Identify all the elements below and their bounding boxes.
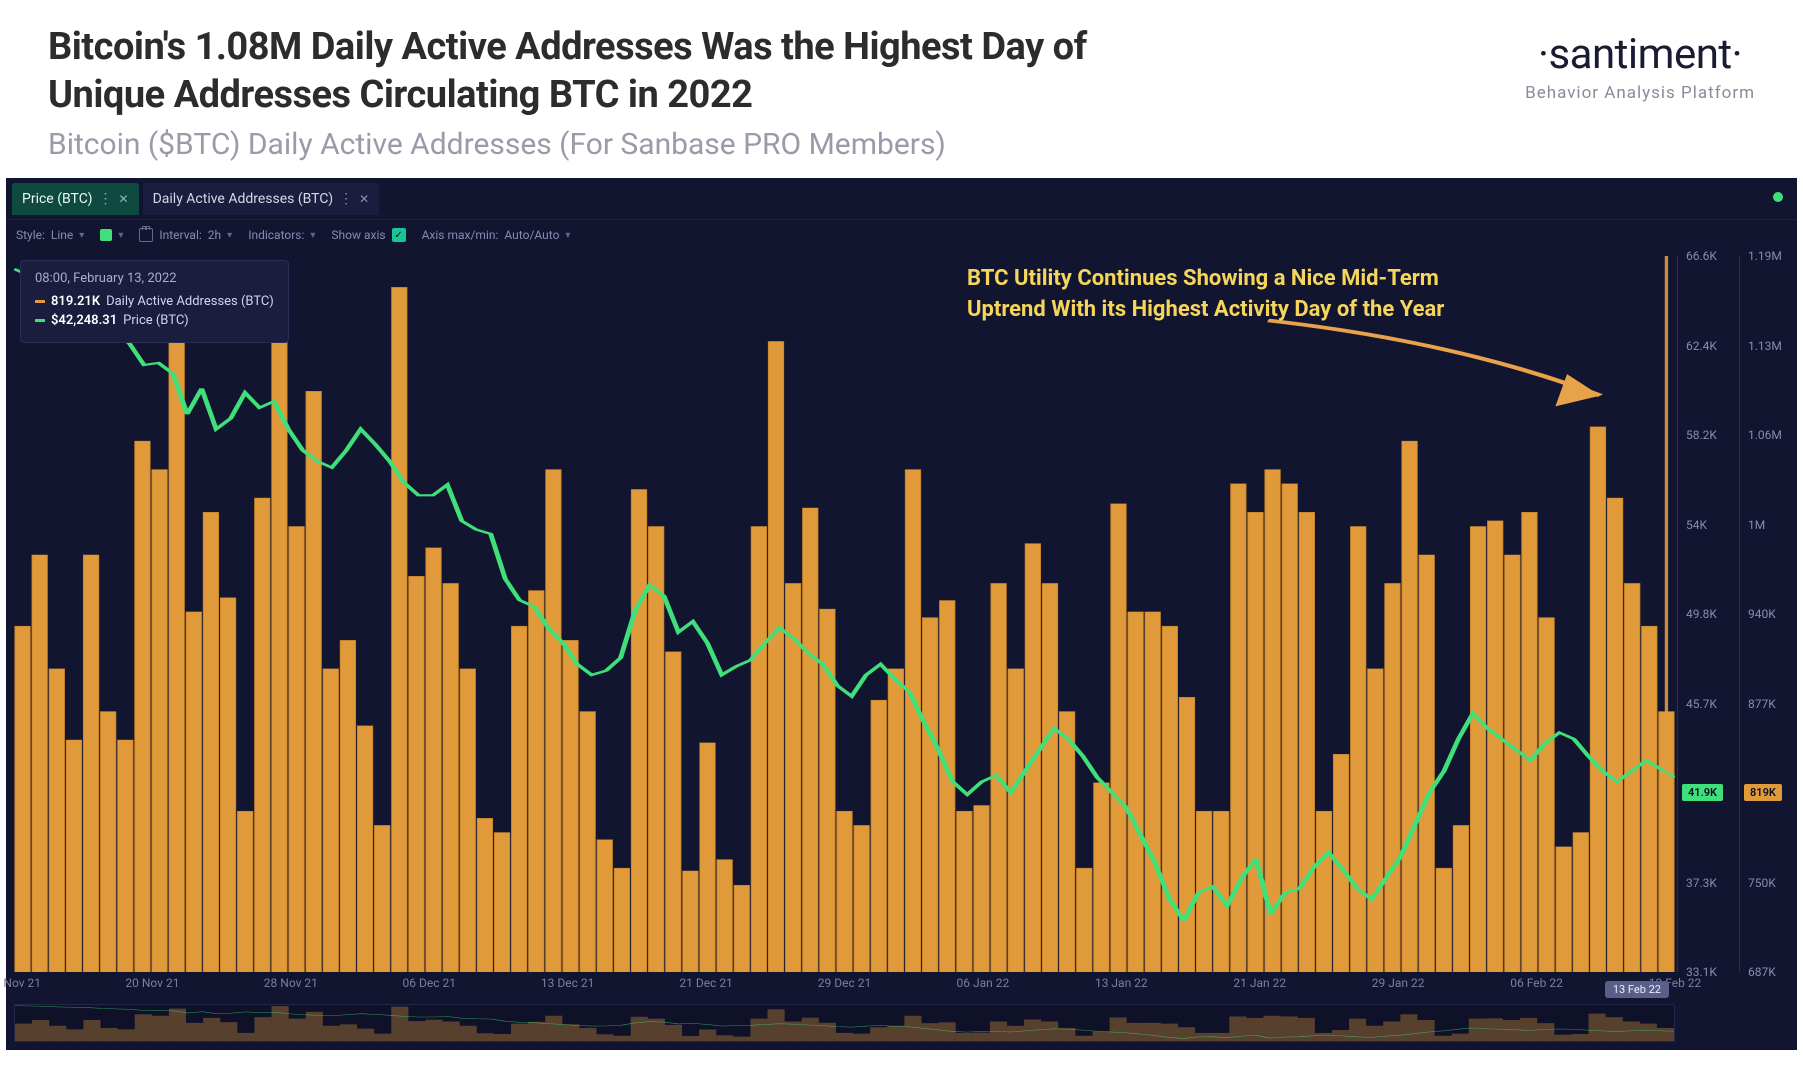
axis-tick-label: 49.8K [1686, 607, 1717, 621]
tooltip-daa-label: Daily Active Addresses (BTC) [106, 294, 274, 309]
checkbox-on-icon: ✓ [392, 228, 406, 242]
x-axis: 12 Nov 2120 Nov 2128 Nov 2106 Dec 2113 D… [14, 976, 1675, 998]
page-subtitle: Bitcoin ($BTC) Daily Active Addresses (F… [48, 127, 1148, 162]
chart-svg [14, 256, 1675, 972]
x-axis-current-badge: 13 Feb 22 [1605, 981, 1669, 998]
axis-tick-label: 750K [1748, 876, 1776, 890]
tab-label: Price (BTC) [22, 191, 93, 207]
indicators-select[interactable]: Indicators: ▾ [248, 228, 315, 242]
axis-tick-label: 54K [1686, 518, 1707, 532]
brand-block: ·santiment· Behavior Analysis Platform [1525, 30, 1755, 103]
tooltip-timestamp: 08:00, February 13, 2022 [35, 271, 274, 286]
axis-tick-label: 1.19M [1748, 249, 1782, 263]
axis-tick-label: 37.3K [1686, 876, 1717, 890]
tooltip-daa-value: 819.21K [51, 294, 100, 309]
tooltip-price-label: Price (BTC) [123, 313, 188, 328]
tab-price-btc[interactable]: Price (BTC) ⋮ ✕ [12, 183, 139, 215]
chevron-down-icon: ▾ [565, 230, 570, 241]
axis-current-badge: 41.9K [1682, 784, 1723, 801]
calendar-icon [139, 228, 153, 242]
chevron-down-icon: ▾ [79, 230, 84, 241]
close-icon[interactable]: ✕ [119, 192, 129, 206]
legend-dot-price [35, 319, 45, 322]
x-tick-label: 06 Feb 22 [1510, 976, 1563, 990]
axis-tick-label: 58.2K [1686, 428, 1717, 442]
x-tick-label: 29 Dec 21 [818, 976, 871, 990]
series-color-swatch[interactable]: ▾ [100, 229, 123, 241]
minimap-strip[interactable] [14, 1004, 1675, 1042]
controls-row: Style: Line ▾ ▾ Interval: 2h ▾ Indicator… [6, 220, 1797, 250]
chevron-down-icon: ▾ [118, 230, 123, 241]
x-tick-label: 06 Jan 22 [957, 976, 1010, 990]
tabs-row: Price (BTC) ⋮ ✕ Daily Active Addresses (… [6, 178, 1797, 220]
chart-panel: Price (BTC) ⋮ ✕ Daily Active Addresses (… [6, 178, 1797, 1050]
x-tick-label: 29 Jan 22 [1372, 976, 1425, 990]
x-tick-label: 12 Nov 21 [0, 976, 41, 990]
daa-axis: 1.19M1.13M1.06M1M940K877K819K750K687K819… [1739, 256, 1797, 972]
axis-tick-label: 1.13M [1748, 339, 1782, 353]
minimap-svg [15, 1005, 1674, 1041]
x-tick-label: 21 Jan 22 [1233, 976, 1286, 990]
axis-current-badge: 819K [1744, 784, 1782, 801]
axis-tick-label: 66.6K [1686, 249, 1717, 263]
tooltip-price-value: $42,248.31 [51, 313, 117, 328]
x-tick-label: 13 Dec 21 [541, 976, 594, 990]
tab-menu-icon[interactable]: ⋮ [99, 191, 113, 207]
annotation-text: BTC Utility Continues Showing a Nice Mid… [967, 264, 1447, 326]
interval-select[interactable]: Interval: 2h ▾ [139, 228, 232, 242]
axis-tick-label: 940K [1748, 607, 1776, 621]
connection-status-dot [1773, 192, 1783, 202]
axis-tick-label: 687K [1748, 965, 1776, 979]
page-title: Bitcoin's 1.08M Daily Active Addresses W… [48, 24, 1148, 119]
hover-tooltip: 08:00, February 13, 2022 819.21K Daily A… [20, 260, 289, 343]
tab-label: Daily Active Addresses (BTC) [153, 191, 334, 207]
x-tick-label: 21 Dec 21 [679, 976, 732, 990]
axis-tick-label: 62.4K [1686, 339, 1717, 353]
chart-area[interactable] [14, 256, 1675, 972]
header: Bitcoin's 1.08M Daily Active Addresses W… [0, 0, 1803, 178]
x-tick-label: 28 Nov 21 [264, 976, 318, 990]
axis-tick-label: 1.06M [1748, 428, 1782, 442]
x-tick-label: 06 Dec 21 [403, 976, 456, 990]
x-tick-label: 20 Nov 21 [125, 976, 179, 990]
axis-tick-label: 877K [1748, 697, 1776, 711]
show-axis-toggle[interactable]: Show axis ✓ [331, 228, 405, 242]
axis-minmax-select[interactable]: Axis max/min: Auto/Auto ▾ [422, 228, 571, 242]
right-axes: 66.6K62.4K58.2K54K49.8K45.7K41.9K37.3K33… [1677, 256, 1797, 972]
x-tick-label: 13 Jan 22 [1095, 976, 1148, 990]
style-select[interactable]: Style: Line ▾ [16, 228, 84, 242]
axis-tick-label: 45.7K [1686, 697, 1717, 711]
brand-tagline: Behavior Analysis Platform [1525, 83, 1755, 103]
legend-dot-daa [35, 300, 45, 303]
axis-tick-label: 1M [1748, 518, 1765, 532]
brand-name: ·santiment· [1525, 30, 1755, 79]
price-axis: 66.6K62.4K58.2K54K49.8K45.7K41.9K37.3K33… [1677, 256, 1735, 972]
tab-menu-icon[interactable]: ⋮ [339, 191, 353, 207]
color-swatch-green [100, 229, 112, 241]
chevron-down-icon: ▾ [310, 230, 315, 241]
title-block: Bitcoin's 1.08M Daily Active Addresses W… [48, 24, 1148, 162]
chevron-down-icon: ▾ [227, 230, 232, 241]
close-icon[interactable]: ✕ [359, 192, 369, 206]
tab-daa-btc[interactable]: Daily Active Addresses (BTC) ⋮ ✕ [143, 183, 380, 215]
